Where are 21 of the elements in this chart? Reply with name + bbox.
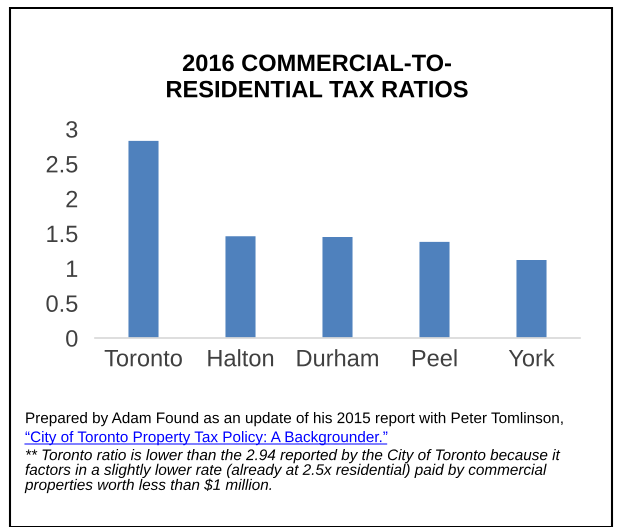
bar <box>516 260 547 338</box>
y-tick-label: 1.5 <box>47 226 78 242</box>
x-tick-label: Halton <box>208 349 274 366</box>
x-tick-label: Durham <box>297 349 378 366</box>
x-tick-label: York <box>508 349 555 366</box>
chart-title: 2016 COMMERCIAL-TO- RESIDENTIAL TAX RATIOS <box>167 54 468 98</box>
text: ** Toronto ratio is lower than the 2.94 reported by the City of Toronto because it factors in a slightly lower rate (already at 2.5x residential) paid by commercial properties worth less than $1 million. <box>24 449 560 494</box>
bar <box>225 236 256 338</box>
y-tick-label: 1 <box>67 260 78 277</box>
y-tick-label: 2.5 <box>46 156 78 173</box>
y-tick-label: 2 <box>66 190 78 208</box>
text: “City of Toronto Property Tax Policy: A Backgrounder.” <box>26 431 388 446</box>
y-tick-label: 0 <box>66 330 78 347</box>
bar <box>419 242 450 338</box>
y-tick-label: 3 <box>66 121 78 138</box>
bar <box>128 140 159 338</box>
bar <box>322 236 353 338</box>
text: Prepared by Adam Found as an update of his 2015 report with Peter Tomlinson, <box>26 412 563 426</box>
x-tick-label: Toronto <box>104 350 182 366</box>
x-tick-label: Peel <box>412 349 457 366</box>
y-tick-label: 0.5 <box>46 295 78 312</box>
